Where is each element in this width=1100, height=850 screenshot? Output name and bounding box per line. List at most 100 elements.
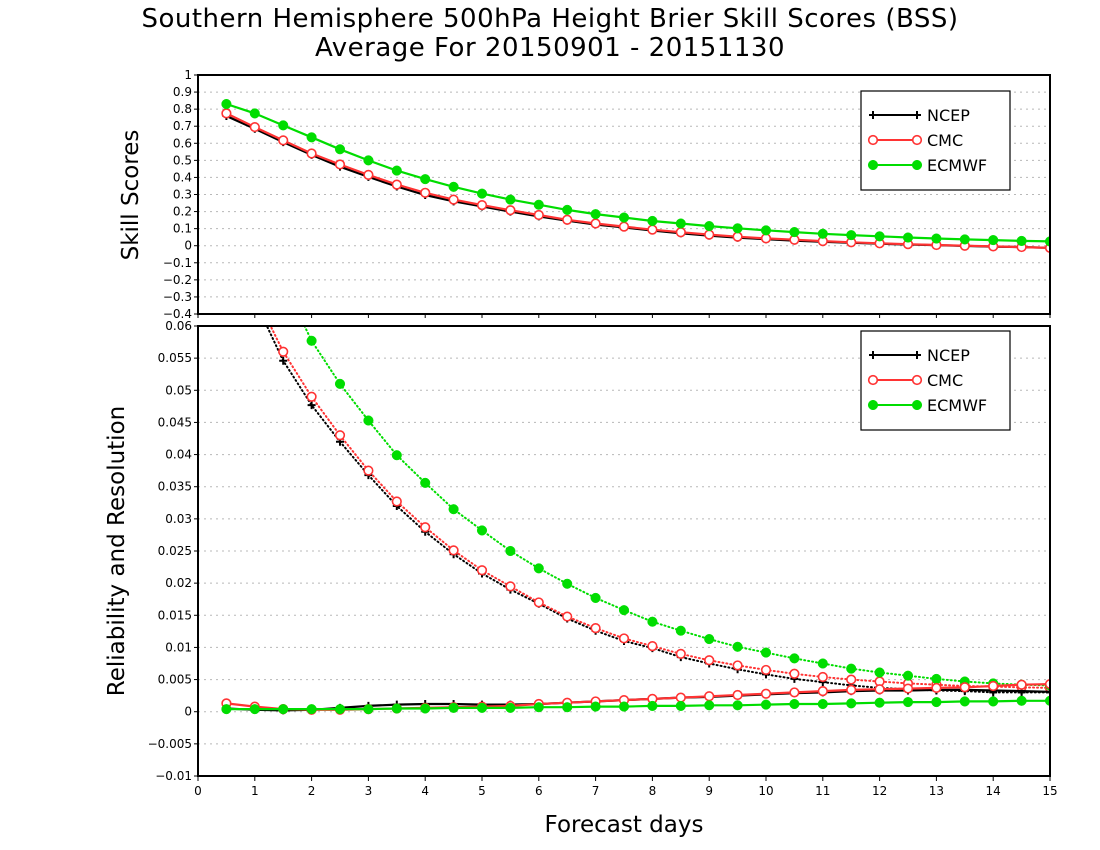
data-point-ecmwf — [675, 625, 686, 636]
data-point-ecmwf — [476, 188, 488, 199]
data-point-cmc — [391, 179, 402, 190]
data-point-cmc — [278, 135, 289, 146]
y-tick-label: 0.6 — [173, 136, 192, 150]
data-point-ecmwf — [846, 230, 857, 241]
data-point-cmc — [391, 496, 402, 507]
data-point-ecmwf — [902, 697, 914, 708]
data-point-cmc — [789, 687, 800, 698]
data-point-cmc — [675, 692, 686, 703]
x-tick-label: 6 — [535, 784, 543, 798]
data-point-ecmwf — [647, 616, 658, 627]
legend-marker-ncep — [913, 111, 921, 119]
data-point-cmc — [817, 686, 828, 697]
data-point-ecmwf — [732, 641, 743, 652]
data-point-ecmwf — [1016, 235, 1027, 246]
data-point-cmc — [420, 187, 431, 198]
data-point-cmc — [902, 683, 914, 694]
data-point-cmc — [448, 545, 459, 556]
y-tick-label: 0.05 — [165, 383, 192, 397]
data-point-ecmwf — [391, 165, 402, 176]
legend-marker-ecmwf — [911, 159, 923, 171]
y-tick-label: 0 — [184, 239, 192, 253]
y-tick-label: −0.4 — [163, 307, 192, 321]
data-point-cmc — [448, 194, 459, 205]
legend-marker-ecmwf — [867, 399, 879, 411]
data-point-ecmwf — [533, 199, 544, 210]
data-point-cmc — [675, 648, 686, 659]
x-tick-label: 11 — [815, 784, 830, 798]
data-point-cmc — [618, 221, 630, 232]
data-point-cmc — [618, 633, 630, 644]
data-point-ecmwf — [476, 525, 488, 536]
y-tick-label: 0.3 — [173, 188, 192, 202]
data-point-cmc — [988, 680, 999, 692]
y-tick-label: 0.03 — [165, 512, 192, 526]
data-point-cmc — [562, 214, 573, 225]
y-tick-label: −0.3 — [163, 290, 192, 304]
data-point-ecmwf — [334, 378, 346, 389]
data-point-cmc — [334, 430, 346, 441]
data-point-cmc — [760, 664, 772, 676]
data-point-ecmwf — [391, 450, 402, 461]
x-tick-label: 3 — [365, 784, 373, 798]
data-point-ecmwf — [931, 673, 942, 684]
data-point-ecmwf — [505, 702, 516, 713]
data-point-ecmwf — [420, 477, 431, 488]
data-point-ecmwf — [846, 663, 857, 674]
data-point-ncep — [222, 232, 230, 240]
data-point-ecmwf — [363, 704, 374, 715]
data-point-ecmwf — [448, 181, 459, 192]
data-point-cmc — [505, 205, 516, 216]
data-point-ecmwf — [306, 704, 317, 715]
x-tick-label: 8 — [649, 784, 657, 798]
data-point-cmc — [221, 108, 232, 119]
data-point-ecmwf — [533, 563, 544, 574]
data-point-ecmwf — [618, 212, 630, 223]
data-point-ecmwf — [732, 700, 743, 711]
data-point-ecmwf — [931, 233, 942, 244]
data-point-ecmwf — [988, 235, 999, 246]
y-tick-label: −0.01 — [155, 769, 192, 783]
x-tick-label: 2 — [308, 784, 316, 798]
data-point-ecmwf — [278, 276, 288, 286]
data-point-ecmwf — [789, 653, 800, 664]
data-point-ecmwf — [760, 225, 772, 236]
data-point-cmc — [278, 346, 289, 357]
y-tick-label: 0.06 — [165, 319, 192, 333]
data-point-cmc — [704, 655, 715, 666]
data-point-ecmwf — [846, 698, 857, 709]
y-tick-label: 0.1 — [173, 222, 192, 236]
data-point-ncep — [1046, 687, 1050, 696]
data-point-ecmwf — [476, 702, 488, 713]
data-point-cmc — [334, 159, 346, 170]
y-tick-label: 0.015 — [158, 608, 192, 622]
data-point-cmc — [590, 623, 601, 634]
data-point-cmc — [817, 671, 828, 683]
data-point-cmc — [562, 611, 573, 622]
x-tick-label: 10 — [758, 784, 773, 798]
y-tick-label: 0.02 — [165, 576, 192, 590]
data-point-ecmwf — [505, 194, 516, 205]
data-point-ecmwf — [533, 702, 544, 713]
x-tick-label: 7 — [592, 784, 600, 798]
data-point-ecmwf — [278, 120, 289, 131]
data-point-cmc — [505, 581, 516, 592]
x-tick-label: 0 — [194, 784, 202, 798]
x-tick-label: 5 — [478, 784, 486, 798]
chart-subtitle: Average For 20150901 - 20151130 — [314, 33, 785, 63]
data-point-cmc — [704, 691, 715, 702]
data-point-cmc — [704, 229, 715, 240]
x-tick-label: 1 — [251, 784, 259, 798]
data-point-ecmwf — [902, 670, 914, 681]
data-point-ecmwf — [647, 215, 658, 227]
data-point-ecmwf — [420, 174, 431, 185]
data-point-ecmwf — [704, 634, 715, 645]
skill-score-panel: 1 0.9 0.8 0.7 0.6 0.5 0.4 0.3 0.2 0.1 0 −0.1 −0.2 −0.… — [118, 68, 1051, 321]
data-point-cmc — [732, 231, 743, 242]
data-point-ecmwf — [789, 698, 800, 710]
data-point-cmc — [222, 225, 231, 234]
legend: NCEP CMC ECMWF — [860, 90, 1011, 191]
x-tick-label: 4 — [421, 784, 429, 798]
y-tick-label: 0.045 — [158, 415, 192, 429]
